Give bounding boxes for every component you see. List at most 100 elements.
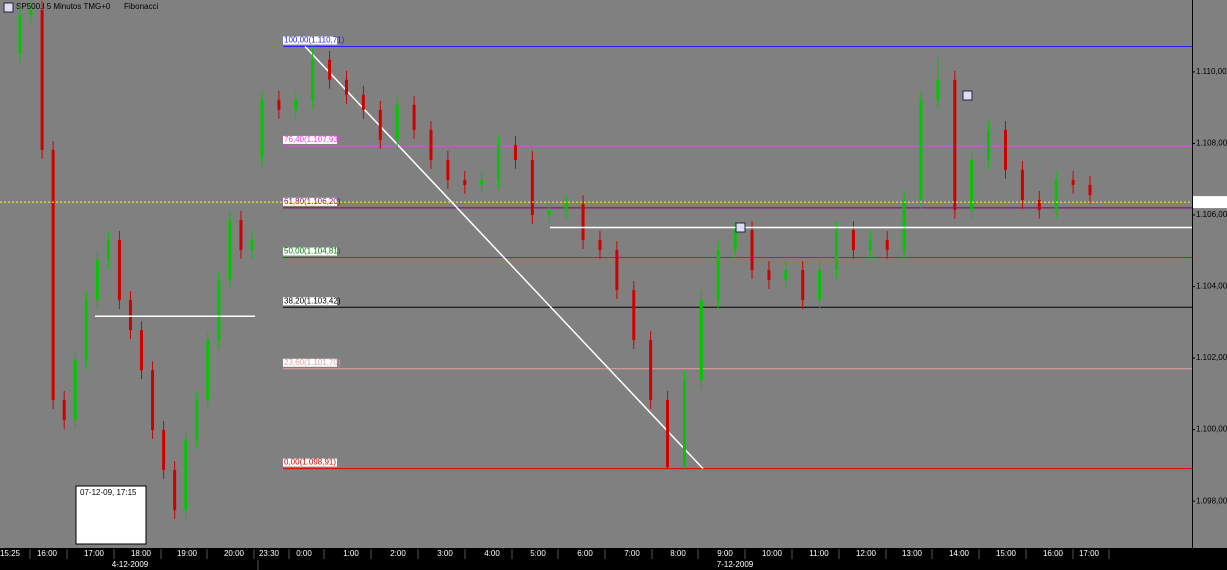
alert-icon[interactable]: [735, 222, 746, 233]
candle-body: [919, 99, 923, 200]
date-axis: [0, 560, 1227, 570]
candle-body: [1088, 184, 1092, 195]
candle-body: [581, 204, 585, 241]
candle-body: [1037, 199, 1041, 210]
alert-icon[interactable]: [962, 90, 973, 101]
candle-body: [18, 15, 22, 55]
candle-body: [277, 99, 281, 110]
candle-body: [73, 360, 77, 420]
date-label: 4-12-2009: [112, 560, 149, 569]
y-tick-label: 1.104,00: [1196, 282, 1227, 291]
y-tick-label: 1.106,00: [1196, 210, 1227, 219]
candle-body: [206, 340, 210, 400]
x-tick-label: 12:00: [856, 549, 877, 558]
candle-body: [970, 159, 974, 210]
study-name[interactable]: Fibonacci: [124, 2, 158, 11]
candle-body: [615, 250, 619, 291]
x-tick-label: 14:00: [949, 549, 970, 558]
fib-label: 61,80(1.106,20): [284, 197, 341, 206]
y-tick-label: 1.110,00: [1196, 67, 1227, 76]
info-box-text: 07-12-09, 17:15: [80, 488, 137, 497]
candle-body: [344, 79, 348, 95]
candle-body: [250, 240, 254, 251]
candle-body: [361, 94, 365, 110]
candle-body: [716, 250, 720, 301]
price-axis: [1193, 0, 1227, 548]
x-tick-label: 6:00: [577, 549, 593, 558]
x-tick-label: 5:00: [530, 549, 546, 558]
candle-body: [682, 380, 686, 468]
candle-body: [446, 159, 450, 180]
candle-body: [851, 230, 855, 251]
x-tick-label: 18:00: [131, 549, 152, 558]
fib-label: 100,00(1.110,71): [284, 36, 345, 45]
candle-body: [239, 219, 243, 251]
x-tick-label: 13:00: [902, 549, 923, 558]
candle-body: [62, 399, 66, 420]
candle-body: [378, 109, 382, 140]
x-tick-label: 17:00: [1079, 549, 1100, 558]
candle-body: [412, 104, 416, 130]
candle-body: [95, 260, 99, 301]
x-tick-label: 20:00: [224, 549, 245, 558]
candle-body: [632, 290, 636, 341]
candle-body: [395, 104, 399, 140]
candle-body: [173, 470, 177, 511]
x-tick-label: 23:30: [259, 549, 280, 558]
current-price-marker: [1193, 196, 1227, 209]
candle-body: [294, 99, 298, 110]
candle-body: [151, 370, 155, 430]
candle-body: [195, 399, 199, 440]
x-tick-label: 1:00: [343, 549, 359, 558]
candle-body: [885, 240, 889, 251]
candle-body: [801, 270, 805, 301]
candle-body: [184, 439, 188, 511]
candle-body: [311, 59, 315, 100]
candle-body: [649, 340, 653, 400]
y-tick-label: 1.108,00: [1196, 139, 1227, 148]
candle-body: [598, 240, 602, 251]
candle-body: [217, 280, 221, 341]
candle-body: [1004, 129, 1008, 170]
plot-area: [0, 0, 1192, 548]
x-tick-label: 15:00: [996, 549, 1017, 558]
x-tick-label: 4:00: [484, 549, 500, 558]
candle-body: [818, 270, 822, 301]
candle-body: [84, 300, 88, 361]
fib-label-box: [283, 36, 337, 45]
chart-title[interactable]: SP500.I 5 Minutos TMG+0: [16, 2, 111, 11]
candle-body: [463, 179, 467, 185]
fib-label: 38,20(1.103,42): [284, 296, 341, 305]
fib-label-box: [283, 297, 337, 306]
y-tick-label: 1.100,00: [1196, 425, 1227, 434]
x-tick-label: 17:00: [84, 549, 105, 558]
x-tick-label: 11:00: [809, 549, 829, 558]
candle-body: [106, 240, 110, 261]
candle-body: [513, 144, 517, 160]
fib-label-box: [283, 358, 337, 367]
x-tick-label: 10:00: [762, 549, 783, 558]
info-box: [75, 485, 147, 545]
x-tick-label: 15:25: [0, 549, 21, 558]
candle-body: [868, 240, 872, 251]
time-axis: [0, 549, 1227, 559]
chart-icon[interactable]: [3, 2, 14, 13]
candle-body: [530, 159, 534, 215]
candle-body: [51, 149, 55, 400]
candle-body: [666, 399, 670, 468]
candle-body: [784, 270, 788, 281]
x-tick-label: 8:00: [670, 549, 686, 558]
candle-body: [987, 129, 991, 160]
y-tick-label: 1.102,00: [1196, 353, 1227, 362]
x-tick-label: 3:00: [437, 549, 453, 558]
x-tick-label: 16:00: [37, 549, 58, 558]
candle-body: [835, 230, 839, 271]
candle-body: [767, 270, 771, 281]
candle-body: [547, 209, 551, 215]
x-tick-label: 0:00: [296, 549, 312, 558]
candle-body: [429, 129, 433, 160]
candle-body: [497, 144, 501, 180]
fib-trendline: [304, 45, 704, 470]
fib-label-box: [283, 135, 337, 144]
